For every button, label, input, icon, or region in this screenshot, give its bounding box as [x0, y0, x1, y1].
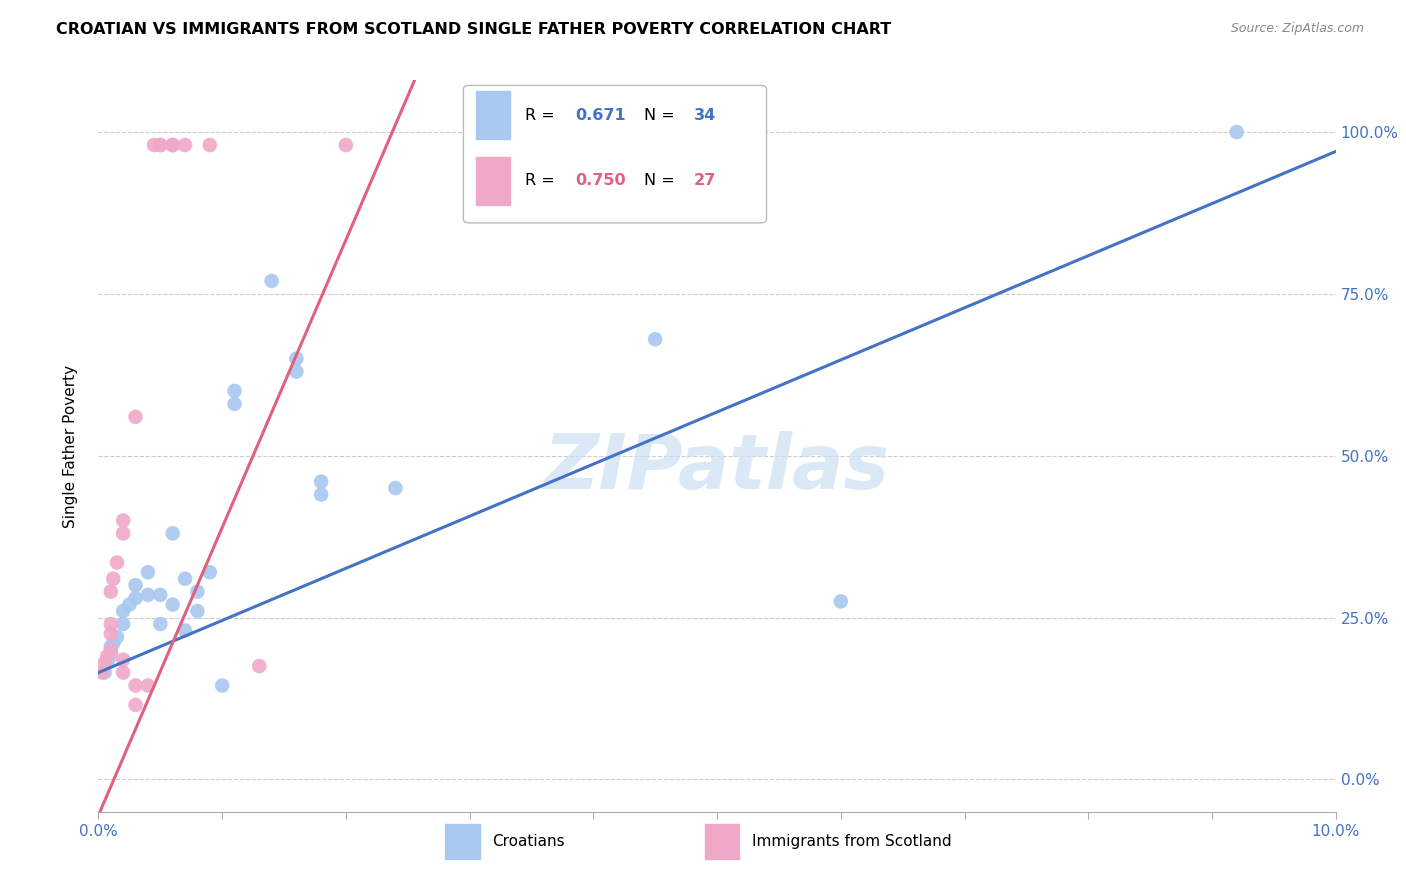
Point: [162, 138, 184, 153]
Point: [105, 630, 128, 644]
Point: [335, 138, 357, 153]
Point: [118, 598, 141, 612]
Point: [112, 526, 135, 541]
Point: [309, 487, 332, 501]
Point: [384, 481, 406, 495]
Point: [260, 274, 283, 288]
Point: [100, 643, 122, 657]
Text: 0.750: 0.750: [575, 173, 626, 188]
Point: [644, 332, 666, 346]
Point: [174, 624, 197, 638]
Bar: [444, 824, 479, 859]
Point: [174, 138, 197, 153]
Point: [100, 584, 122, 599]
Point: [124, 409, 146, 424]
Point: [285, 351, 308, 366]
Point: [124, 678, 146, 692]
Point: [91, 665, 114, 680]
Point: [198, 138, 221, 153]
Point: [100, 640, 122, 654]
Point: [224, 384, 246, 398]
Text: Source: ZipAtlas.com: Source: ZipAtlas.com: [1230, 22, 1364, 36]
Point: [247, 659, 270, 673]
Point: [96, 649, 118, 664]
Point: [124, 578, 146, 592]
Text: Immigrants from Scotland: Immigrants from Scotland: [752, 834, 952, 849]
Point: [162, 138, 184, 153]
Text: N =: N =: [644, 108, 681, 122]
Point: [149, 588, 172, 602]
Point: [97, 652, 120, 666]
Point: [174, 572, 197, 586]
Point: [136, 678, 159, 692]
Point: [112, 604, 135, 618]
Bar: [475, 91, 510, 139]
Point: [149, 138, 172, 153]
Bar: [704, 824, 740, 859]
Point: [112, 652, 135, 666]
Point: [100, 646, 122, 660]
Point: [124, 591, 146, 606]
Point: [309, 475, 332, 489]
Point: [112, 665, 135, 680]
Point: [93, 665, 115, 680]
Text: 34: 34: [693, 108, 716, 122]
Point: [100, 626, 122, 640]
Text: 27: 27: [693, 173, 716, 188]
Point: [285, 365, 308, 379]
Point: [830, 594, 852, 608]
Text: Croatians: Croatians: [492, 834, 564, 849]
Point: [112, 513, 135, 527]
Point: [103, 636, 125, 650]
Point: [162, 138, 184, 153]
Point: [136, 588, 159, 602]
Text: R =: R =: [526, 173, 560, 188]
Bar: [475, 157, 510, 204]
Text: ZIPatlas: ZIPatlas: [544, 431, 890, 505]
Point: [103, 572, 125, 586]
Text: N =: N =: [644, 173, 681, 188]
Point: [211, 678, 233, 692]
Point: [149, 617, 172, 632]
Point: [136, 566, 159, 580]
Point: [198, 566, 221, 580]
FancyBboxPatch shape: [464, 86, 766, 223]
Point: [224, 397, 246, 411]
Point: [149, 138, 172, 153]
Point: [186, 604, 208, 618]
Point: [1226, 125, 1249, 139]
Point: [105, 556, 128, 570]
Y-axis label: Single Father Poverty: Single Father Poverty: [63, 365, 77, 527]
Point: [100, 617, 122, 632]
Point: [112, 617, 135, 632]
Point: [124, 698, 146, 712]
Text: CROATIAN VS IMMIGRANTS FROM SCOTLAND SINGLE FATHER POVERTY CORRELATION CHART: CROATIAN VS IMMIGRANTS FROM SCOTLAND SIN…: [56, 22, 891, 37]
Text: R =: R =: [526, 108, 560, 122]
Point: [93, 656, 115, 670]
Text: 0.671: 0.671: [575, 108, 626, 122]
Point: [143, 138, 166, 153]
Point: [186, 584, 208, 599]
Point: [162, 598, 184, 612]
Point: [162, 526, 184, 541]
